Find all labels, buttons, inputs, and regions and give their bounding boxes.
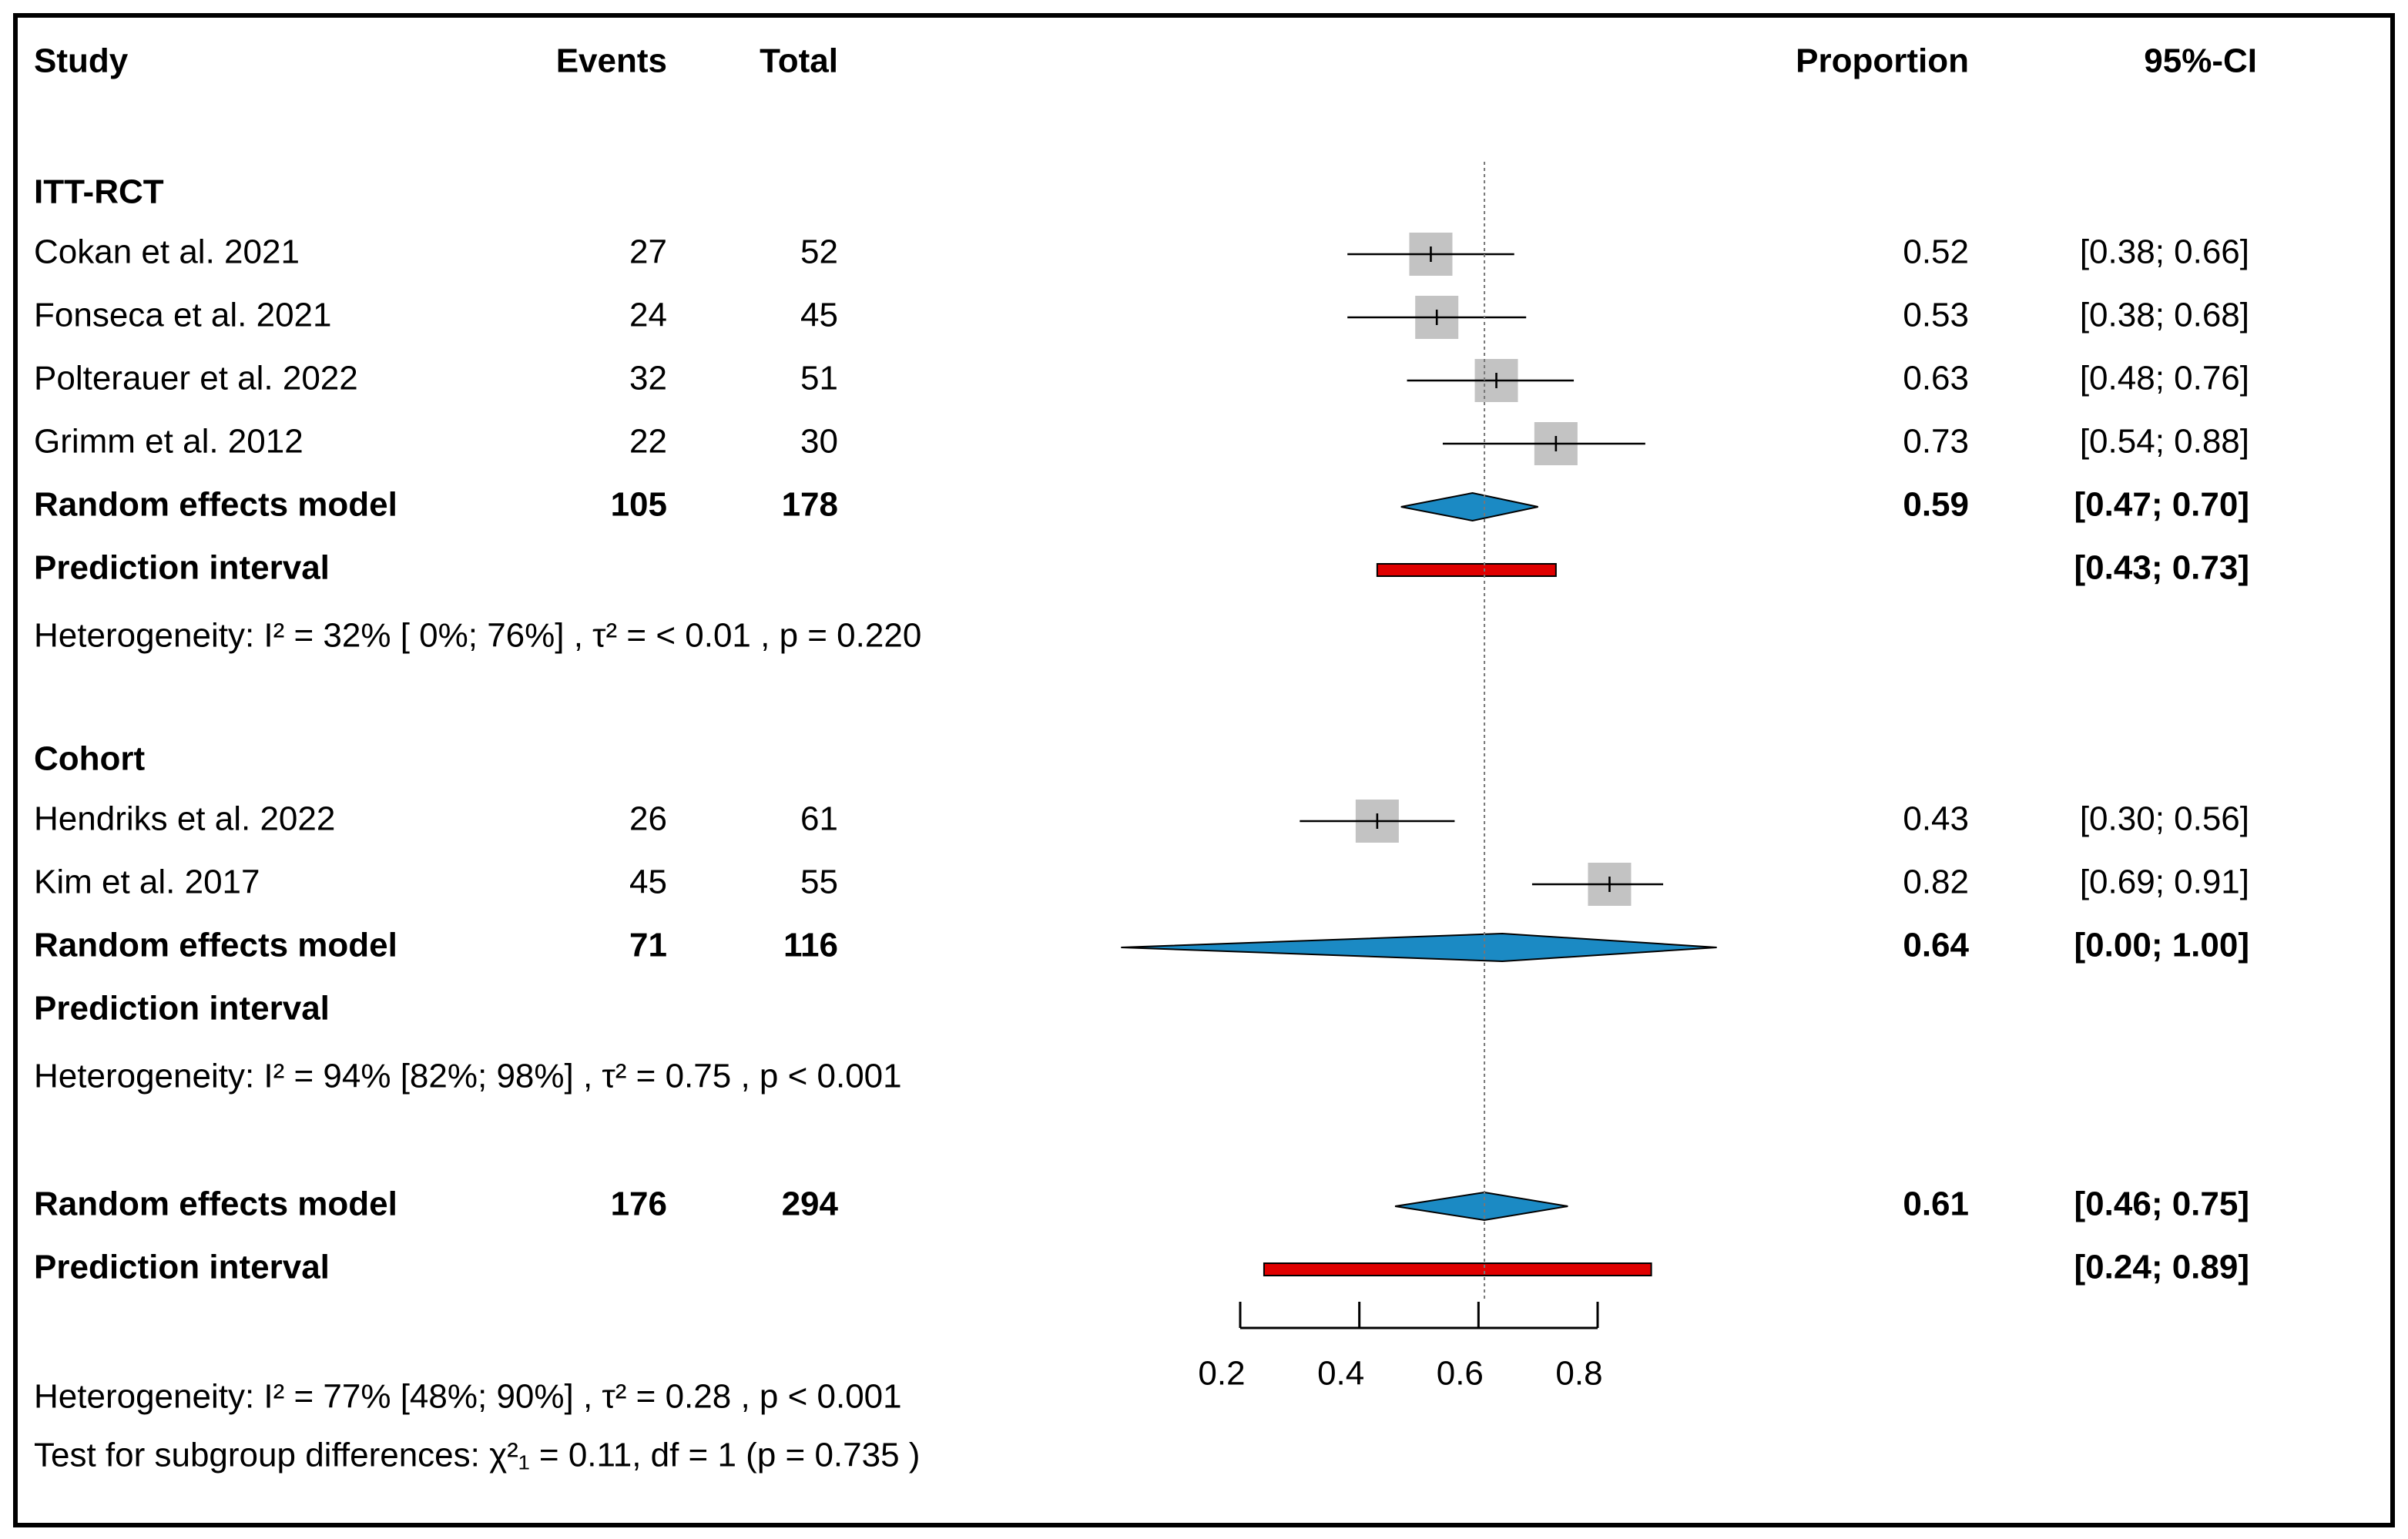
study-total: 55	[800, 863, 838, 901]
header-study: Study	[34, 42, 129, 80]
study-ci: [0.48; 0.76]	[2080, 360, 2249, 397]
model-events: 176	[611, 1185, 667, 1223]
prediction-ci: [0.24; 0.89]	[2074, 1249, 2249, 1286]
study-events: 22	[629, 423, 667, 461]
model-total: 178	[782, 486, 838, 524]
group-title: ITT-RCT	[34, 173, 164, 211]
prediction-label: Prediction interval	[34, 1249, 330, 1286]
study-total: 45	[800, 297, 838, 334]
diamond	[1394, 1191, 1568, 1222]
study-total: 61	[800, 800, 838, 838]
x-tick-label: 0.6	[1437, 1355, 1484, 1393]
model-ci: [0.46; 0.75]	[2074, 1185, 2249, 1223]
study-ci: [0.54; 0.88]	[2080, 423, 2249, 461]
model-proportion: 0.59	[1903, 486, 1969, 524]
model-total: 116	[783, 927, 838, 964]
study-events: 27	[629, 233, 667, 271]
study-ci: [0.69; 0.91]	[2080, 863, 2249, 901]
model-events: 105	[611, 486, 667, 524]
heterogeneity: Heterogeneity: I² = 77% [48%; 90%] , τ² …	[34, 1378, 902, 1416]
model-ci: [0.47; 0.70]	[2074, 486, 2249, 524]
study-proportion: 0.53	[1903, 297, 1969, 334]
frame	[13, 13, 2395, 1527]
header-events: Events	[556, 42, 667, 80]
header-ci: 95%-CI	[2144, 42, 2257, 80]
study-events: 24	[629, 297, 667, 334]
model-total: 294	[782, 1185, 839, 1223]
prediction-ci: [0.43; 0.73]	[2074, 549, 2249, 587]
study-proportion: 0.63	[1903, 360, 1969, 397]
heterogeneity: Heterogeneity: I² = 32% [ 0%; 76%] , τ² …	[34, 617, 921, 655]
study-events: 26	[629, 800, 667, 838]
header-proportion: Proportion	[1796, 42, 1969, 80]
group-title: Cohort	[34, 740, 146, 778]
study-proportion: 0.82	[1903, 863, 1969, 901]
study-ci: [0.38; 0.66]	[2080, 233, 2249, 271]
prediction-bar	[1376, 563, 1557, 577]
diamond	[1121, 932, 1717, 963]
model-proportion: 0.64	[1903, 927, 1969, 964]
study-proportion: 0.73	[1903, 423, 1969, 461]
subgroup-test: Test for subgroup differences: χ²₁ = 0.1…	[34, 1437, 920, 1474]
model-ci: [0.00; 1.00]	[2074, 927, 2249, 964]
study-ci: [0.38; 0.68]	[2080, 297, 2249, 334]
x-tick-label: 0.2	[1198, 1355, 1245, 1393]
study-name: Polterauer et al. 2022	[34, 360, 358, 397]
heterogeneity: Heterogeneity: I² = 94% [82%; 98%] , τ² …	[34, 1058, 902, 1095]
model-label: Random effects model	[34, 486, 397, 524]
model-proportion: 0.61	[1903, 1185, 1969, 1223]
prediction-label: Prediction interval	[34, 990, 330, 1028]
study-proportion: 0.52	[1903, 233, 1969, 271]
study-name: Kim et al. 2017	[34, 863, 260, 901]
study-name: Fonseca et al. 2021	[34, 297, 331, 334]
study-name: Cokan et al. 2021	[34, 233, 300, 271]
diamond	[1400, 491, 1538, 522]
prediction-bar	[1263, 1262, 1652, 1276]
x-tick-label: 0.4	[1317, 1355, 1364, 1393]
study-total: 52	[800, 233, 838, 271]
model-label: Random effects model	[34, 1185, 397, 1223]
prediction-label: Prediction interval	[34, 549, 330, 587]
model-events: 71	[629, 927, 667, 964]
study-ci: [0.30; 0.56]	[2080, 800, 2249, 838]
study-name: Grimm et al. 2012	[34, 423, 304, 461]
study-total: 30	[800, 423, 838, 461]
study-proportion: 0.43	[1903, 800, 1969, 838]
study-events: 45	[629, 863, 667, 901]
model-label: Random effects model	[34, 927, 397, 964]
study-name: Hendriks et al. 2022	[34, 800, 335, 838]
study-events: 32	[629, 360, 667, 397]
header-total: Total	[760, 42, 838, 80]
study-total: 51	[800, 360, 838, 397]
x-tick-label: 0.8	[1555, 1355, 1602, 1393]
